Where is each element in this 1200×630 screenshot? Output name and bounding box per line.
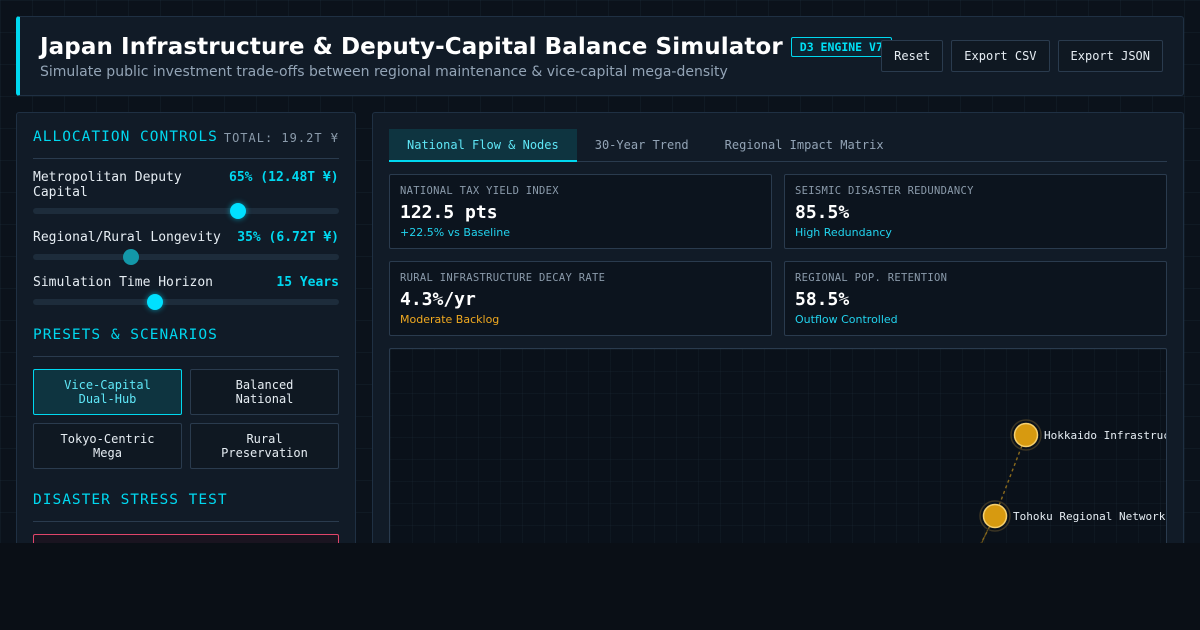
kpi-value: 4.3%/yr <box>400 289 476 310</box>
node-halo <box>1010 419 1042 451</box>
map-node-hokkaido[interactable]: Hokkaido Infrastructure <box>1010 419 1167 451</box>
kpi-note: High Redundancy <box>795 226 892 239</box>
kpi-note: +22.5% vs Baseline <box>400 226 511 239</box>
preset-balanced-button[interactable]: Balanced National <box>190 369 339 415</box>
controls-panel: ALLOCATION CONTROLS TOTAL: 19.2T ¥ Metro… <box>16 112 356 543</box>
map-node-tohoku[interactable]: Tohoku Regional Network <box>979 500 1166 532</box>
kpi-card-tax-yield: NATIONAL TAX YIELD INDEX 122.5 pts +22.5… <box>389 174 772 249</box>
network-map[interactable]: Hokkaido Infrastructure Tohoku Regional … <box>389 348 1167 543</box>
title-row: Japan Infrastructure & Deputy-Capital Ba… <box>40 34 892 60</box>
flow-link-secondary <box>981 528 989 543</box>
kpi-value: 85.5% <box>795 202 850 223</box>
flow-link-hokkaido-tohoku <box>994 434 1027 517</box>
app-title: Japan Infrastructure & Deputy-Capital Ba… <box>40 34 783 60</box>
node-dot[interactable] <box>982 503 1008 529</box>
kpi-label: REGIONAL POP. RETENTION <box>795 272 948 284</box>
app-subtitle: Simulate public investment trade-offs be… <box>40 64 728 80</box>
allocation-controls-header: ALLOCATION CONTROLS TOTAL: 19.2T ¥ <box>33 129 339 159</box>
stress-test-title: DISASTER STRESS TEST <box>33 492 228 508</box>
kpi-value: 122.5 pts <box>400 202 498 223</box>
kpi-label: NATIONAL TAX YIELD INDEX <box>400 185 559 197</box>
preset-grid: Vice-Capital Dual-Hub Balanced National … <box>33 369 339 469</box>
header-actions: Reset Export CSV Export JSON <box>881 40 1163 72</box>
app-viewport: Japan Infrastructure & Deputy-Capital Ba… <box>0 0 1200 543</box>
slider-label: Simulation Time Horizon <box>33 275 214 290</box>
slider-label: Metropolitan Deputy Capital <box>33 170 182 200</box>
kpi-note: Moderate Backlog <box>400 313 500 326</box>
slider-thumb[interactable] <box>147 294 164 310</box>
kpi-note: Outflow Controlled <box>795 313 898 326</box>
preset-vice-capital-button[interactable]: Vice-Capital Dual-Hub <box>33 369 182 415</box>
kpi-label: SEISMIC DISASTER REDUNDANCY <box>795 185 974 197</box>
presets-title: PRESETS & SCENARIOS <box>33 327 218 343</box>
deputy-capital-control: Metropolitan Deputy Capital 65% (12.48T … <box>33 170 339 220</box>
preset-tokyo-centric-button[interactable]: Tokyo-Centric Mega <box>33 423 182 469</box>
allocation-total: TOTAL: 19.2T ¥ <box>223 131 339 145</box>
kpi-card-decay-rate: RURAL INFRASTRUCTURE DECAY RATE 4.3%/yr … <box>389 261 772 336</box>
node-label: Hokkaido Infrastructure <box>1044 429 1167 442</box>
time-horizon-control: Simulation Time Horizon 15 Years <box>33 275 339 310</box>
export-csv-button[interactable]: Export CSV <box>951 40 1050 72</box>
rural-longevity-slider[interactable] <box>33 249 339 265</box>
kpi-value: 58.5% <box>795 289 850 310</box>
slider-value: 35% (6.72T ¥) <box>237 230 339 245</box>
network-map-svg: Hokkaido Infrastructure Tohoku Regional … <box>979 419 1167 543</box>
stress-test-header: DISASTER STRESS TEST <box>33 492 339 522</box>
allocation-controls-title: ALLOCATION CONTROLS <box>33 129 218 145</box>
slider-label: Regional/Rural Longevity <box>33 230 221 245</box>
reset-button[interactable]: Reset <box>881 40 944 72</box>
kpi-card-seismic-redundancy: SEISMIC DISASTER REDUNDANCY 85.5% High R… <box>784 174 1167 249</box>
node-label: Tohoku Regional Network <box>1013 510 1166 523</box>
deputy-capital-slider[interactable] <box>33 203 339 219</box>
presets-header: PRESETS & SCENARIOS <box>33 327 339 357</box>
slider-value: 15 Years <box>276 275 339 290</box>
slider-thumb[interactable] <box>122 249 139 265</box>
preset-rural-preservation-button[interactable]: Rural Preservation <box>190 423 339 469</box>
node-halo <box>979 500 1011 532</box>
time-horizon-slider[interactable] <box>33 294 339 310</box>
rural-longevity-control: Regional/Rural Longevity 35% (6.72T ¥) <box>33 230 339 265</box>
export-json-button[interactable]: Export JSON <box>1057 40 1163 72</box>
tab-30-year-trend[interactable]: 30-Year Trend <box>594 138 689 152</box>
visualization-panel: National Flow & Nodes 30-Year Trend Regi… <box>372 112 1184 543</box>
tab-national-flow[interactable]: National Flow & Nodes <box>389 129 577 162</box>
view-tabs: National Flow & Nodes 30-Year Trend Regi… <box>389 129 1167 162</box>
kpi-label: RURAL INFRASTRUCTURE DECAY RATE <box>400 272 606 284</box>
node-dot[interactable] <box>1013 422 1039 448</box>
slider-value: 65% (12.48T ¥) <box>229 170 339 185</box>
stress-test-trigger[interactable] <box>33 534 339 543</box>
slider-thumb[interactable] <box>230 203 247 219</box>
engine-badge: D3 ENGINE V7 <box>790 37 892 57</box>
app-header: Japan Infrastructure & Deputy-Capital Ba… <box>16 16 1184 96</box>
kpi-card-pop-retention: REGIONAL POP. RETENTION 58.5% Outflow Co… <box>784 261 1167 336</box>
tab-regional-impact[interactable]: Regional Impact Matrix <box>724 138 884 152</box>
